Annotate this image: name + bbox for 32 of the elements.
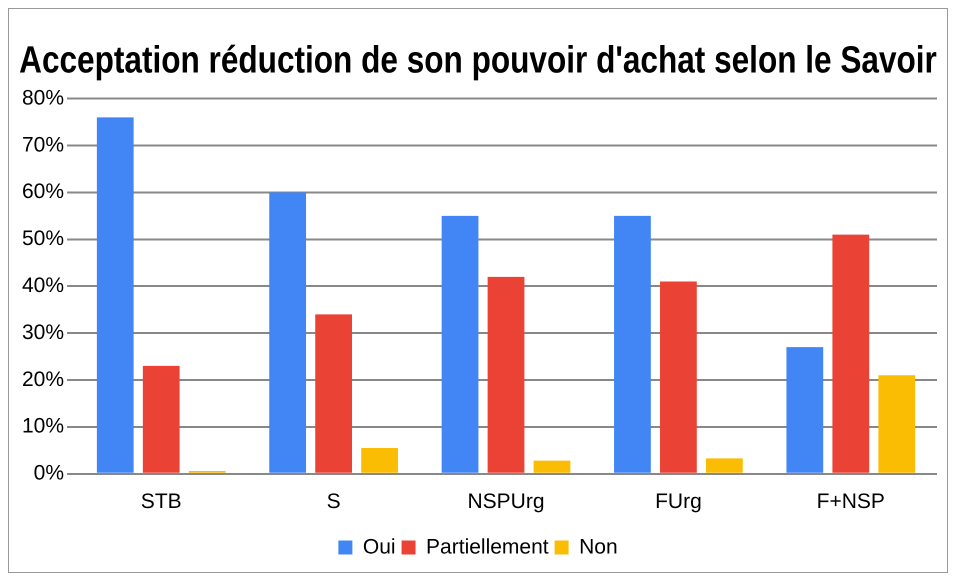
bar (315, 314, 352, 473)
y-tick-label: 10% (22, 414, 64, 438)
bar (269, 192, 306, 473)
y-tick-label: 0% (34, 462, 64, 485)
bar (96, 117, 134, 473)
bar (142, 366, 180, 473)
bar (534, 460, 570, 473)
y-tick-label: 40% (22, 274, 64, 297)
bar (786, 347, 824, 473)
y-tick-label: 20% (22, 368, 64, 391)
bar (878, 375, 916, 473)
bar (442, 216, 478, 473)
y-tick-label: 80% (22, 86, 64, 110)
x-tick-label: NSPUrg (468, 490, 545, 514)
bar (706, 458, 743, 473)
x-tick-label: STB (140, 490, 182, 514)
y-tick-label: 50% (22, 227, 64, 250)
bar (832, 234, 870, 473)
legend-label: Partiellement (426, 535, 549, 558)
chart-title: Acceptation réduction de son pouvoir d'achat selon le Savoir (19, 38, 938, 81)
y-tick-label: 60% (22, 180, 64, 204)
y-tick-label: 70% (22, 133, 64, 156)
x-tick-label: S (326, 490, 341, 514)
legend-label: Oui (362, 535, 396, 558)
bar (361, 448, 398, 473)
bar (488, 276, 524, 473)
bar (614, 216, 651, 473)
bar (660, 282, 697, 473)
legend-label: Non (579, 535, 618, 558)
x-tick-label: FUrg (655, 490, 702, 514)
x-tick-label: F+NSP (816, 490, 885, 514)
y-tick-label: 30% (22, 320, 64, 344)
